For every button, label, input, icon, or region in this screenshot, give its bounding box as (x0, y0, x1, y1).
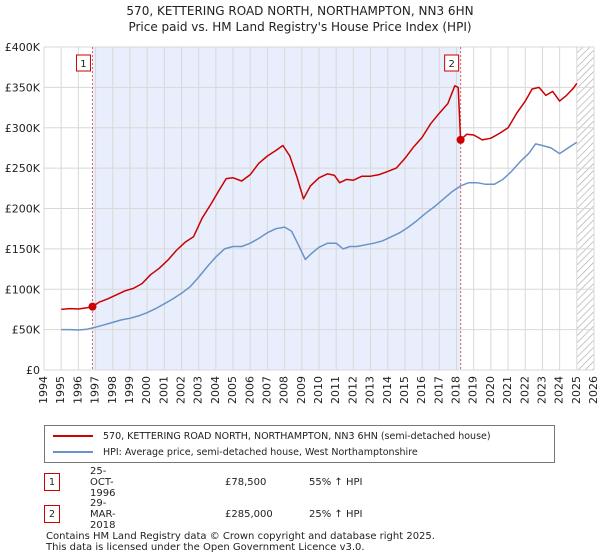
transaction-hpi-change: 25% ↑ HPI (309, 508, 363, 520)
x-tick-label: 2005 (226, 376, 239, 404)
x-tick-label: 1995 (54, 376, 67, 404)
footer-line-copyright: Contains HM Land Registry data © Crown c… (46, 531, 435, 542)
x-tick-label: 2006 (243, 376, 256, 404)
x-tick-label: 2011 (329, 376, 342, 404)
marker-label-box (75, 54, 91, 72)
x-tick-label: 2021 (501, 376, 514, 404)
transaction-date: 29-MAR-2018 (90, 497, 116, 531)
property-series-line (61, 82, 578, 311)
marker-label: 2 (448, 59, 454, 70)
x-tick-label: 1999 (123, 376, 136, 404)
x-tick-label: 2002 (175, 376, 188, 404)
sale-point-marker (456, 135, 465, 144)
x-tick-label: 2019 (467, 376, 480, 404)
transaction-price: £285,000 (225, 508, 273, 520)
y-tick-label: £100K (5, 283, 41, 296)
legend-label-hpi: HPI: Average price, semi-detached house,… (103, 446, 418, 458)
x-tick-label: 2026 (587, 376, 600, 404)
legend-label-property: 570, KETTERING ROAD NORTH, NORTHAMPTON, … (103, 430, 491, 442)
marker-label: 1 (80, 59, 86, 70)
y-tick-label: £50K (12, 324, 41, 337)
transaction-row: 2 29-MAR-2018 £285,000 25% ↑ HPI (44, 498, 362, 531)
x-tick-label: 2016 (415, 376, 428, 404)
x-tick-label: 2018 (450, 376, 463, 404)
x-tick-label: 1997 (89, 376, 102, 404)
x-tick-label: 2009 (295, 376, 308, 404)
x-tick-label: 2013 (364, 376, 377, 404)
transaction-date: 25-OCT-1996 (90, 465, 116, 499)
transaction-marker-badge: 2 (44, 505, 60, 523)
x-tick-label: 2000 (140, 376, 153, 404)
x-tick-label: 2010 (312, 376, 325, 404)
y-tick-label: £300K (5, 122, 41, 135)
x-tick-label: 2008 (278, 376, 291, 404)
sale-point-marker (88, 302, 97, 311)
x-tick-label: 1998 (106, 376, 119, 404)
hpi-series-line (61, 141, 578, 331)
chart-subtitle: Price paid vs. HM Land Registry's House … (128, 20, 472, 34)
x-tick-label: 2022 (518, 376, 531, 404)
x-tick-label: 2007 (260, 376, 273, 404)
y-tick-label: £250K (5, 162, 41, 175)
y-tick-label: £0 (26, 364, 40, 377)
marker-label-box (444, 54, 460, 72)
attribution-footer: Contains HM Land Registry data © Crown c… (46, 531, 435, 553)
transaction-row: 1 25-OCT-1996 £78,500 55% ↑ HPI (44, 466, 362, 499)
x-tick-label: 2024 (553, 376, 566, 404)
x-tick-label: 1994 (37, 376, 50, 404)
y-tick-label: £350K (5, 81, 41, 94)
x-tick-label: 2015 (398, 376, 411, 404)
transaction-hpi-change: 55% ↑ HPI (309, 476, 363, 488)
footer-line-licence: This data is licensed under the Open Gov… (46, 542, 365, 553)
x-tick-label: 2017 (432, 376, 445, 404)
legend-swatch-hpi (53, 451, 93, 453)
x-tick-label: 2003 (192, 376, 205, 404)
x-tick-label: 2001 (157, 376, 170, 404)
x-tick-label: 2014 (381, 376, 394, 404)
x-tick-label: 1996 (71, 376, 84, 404)
chart-legend: 570, KETTERING ROAD NORTH, NORTHAMPTON, … (44, 425, 555, 463)
price-chart: £0 £50K £100K £150K £200K £250K £300K £350K £400… (5, 41, 600, 404)
x-tick-label: 2004 (209, 376, 222, 404)
x-tick-label: 2023 (535, 376, 548, 404)
legend-swatch-property (53, 435, 93, 437)
y-tick-label: £150K (5, 243, 41, 256)
x-tick-label: 2025 (570, 376, 583, 404)
y-tick-label: £400K (5, 41, 41, 54)
y-tick-label: £200K (5, 203, 41, 216)
legend-entry-property: 570, KETTERING ROAD NORTH, NORTHAMPTON, … (53, 428, 491, 444)
transaction-marker-badge: 1 (44, 473, 60, 491)
x-tick-label: 2012 (346, 376, 359, 404)
transaction-price: £78,500 (225, 476, 267, 488)
legend-entry-hpi: HPI: Average price, semi-detached house,… (53, 444, 418, 460)
x-tick-label: 2020 (484, 376, 497, 404)
chart-title: 570, KETTERING ROAD NORTH, NORTHAMPTON, … (126, 4, 474, 18)
